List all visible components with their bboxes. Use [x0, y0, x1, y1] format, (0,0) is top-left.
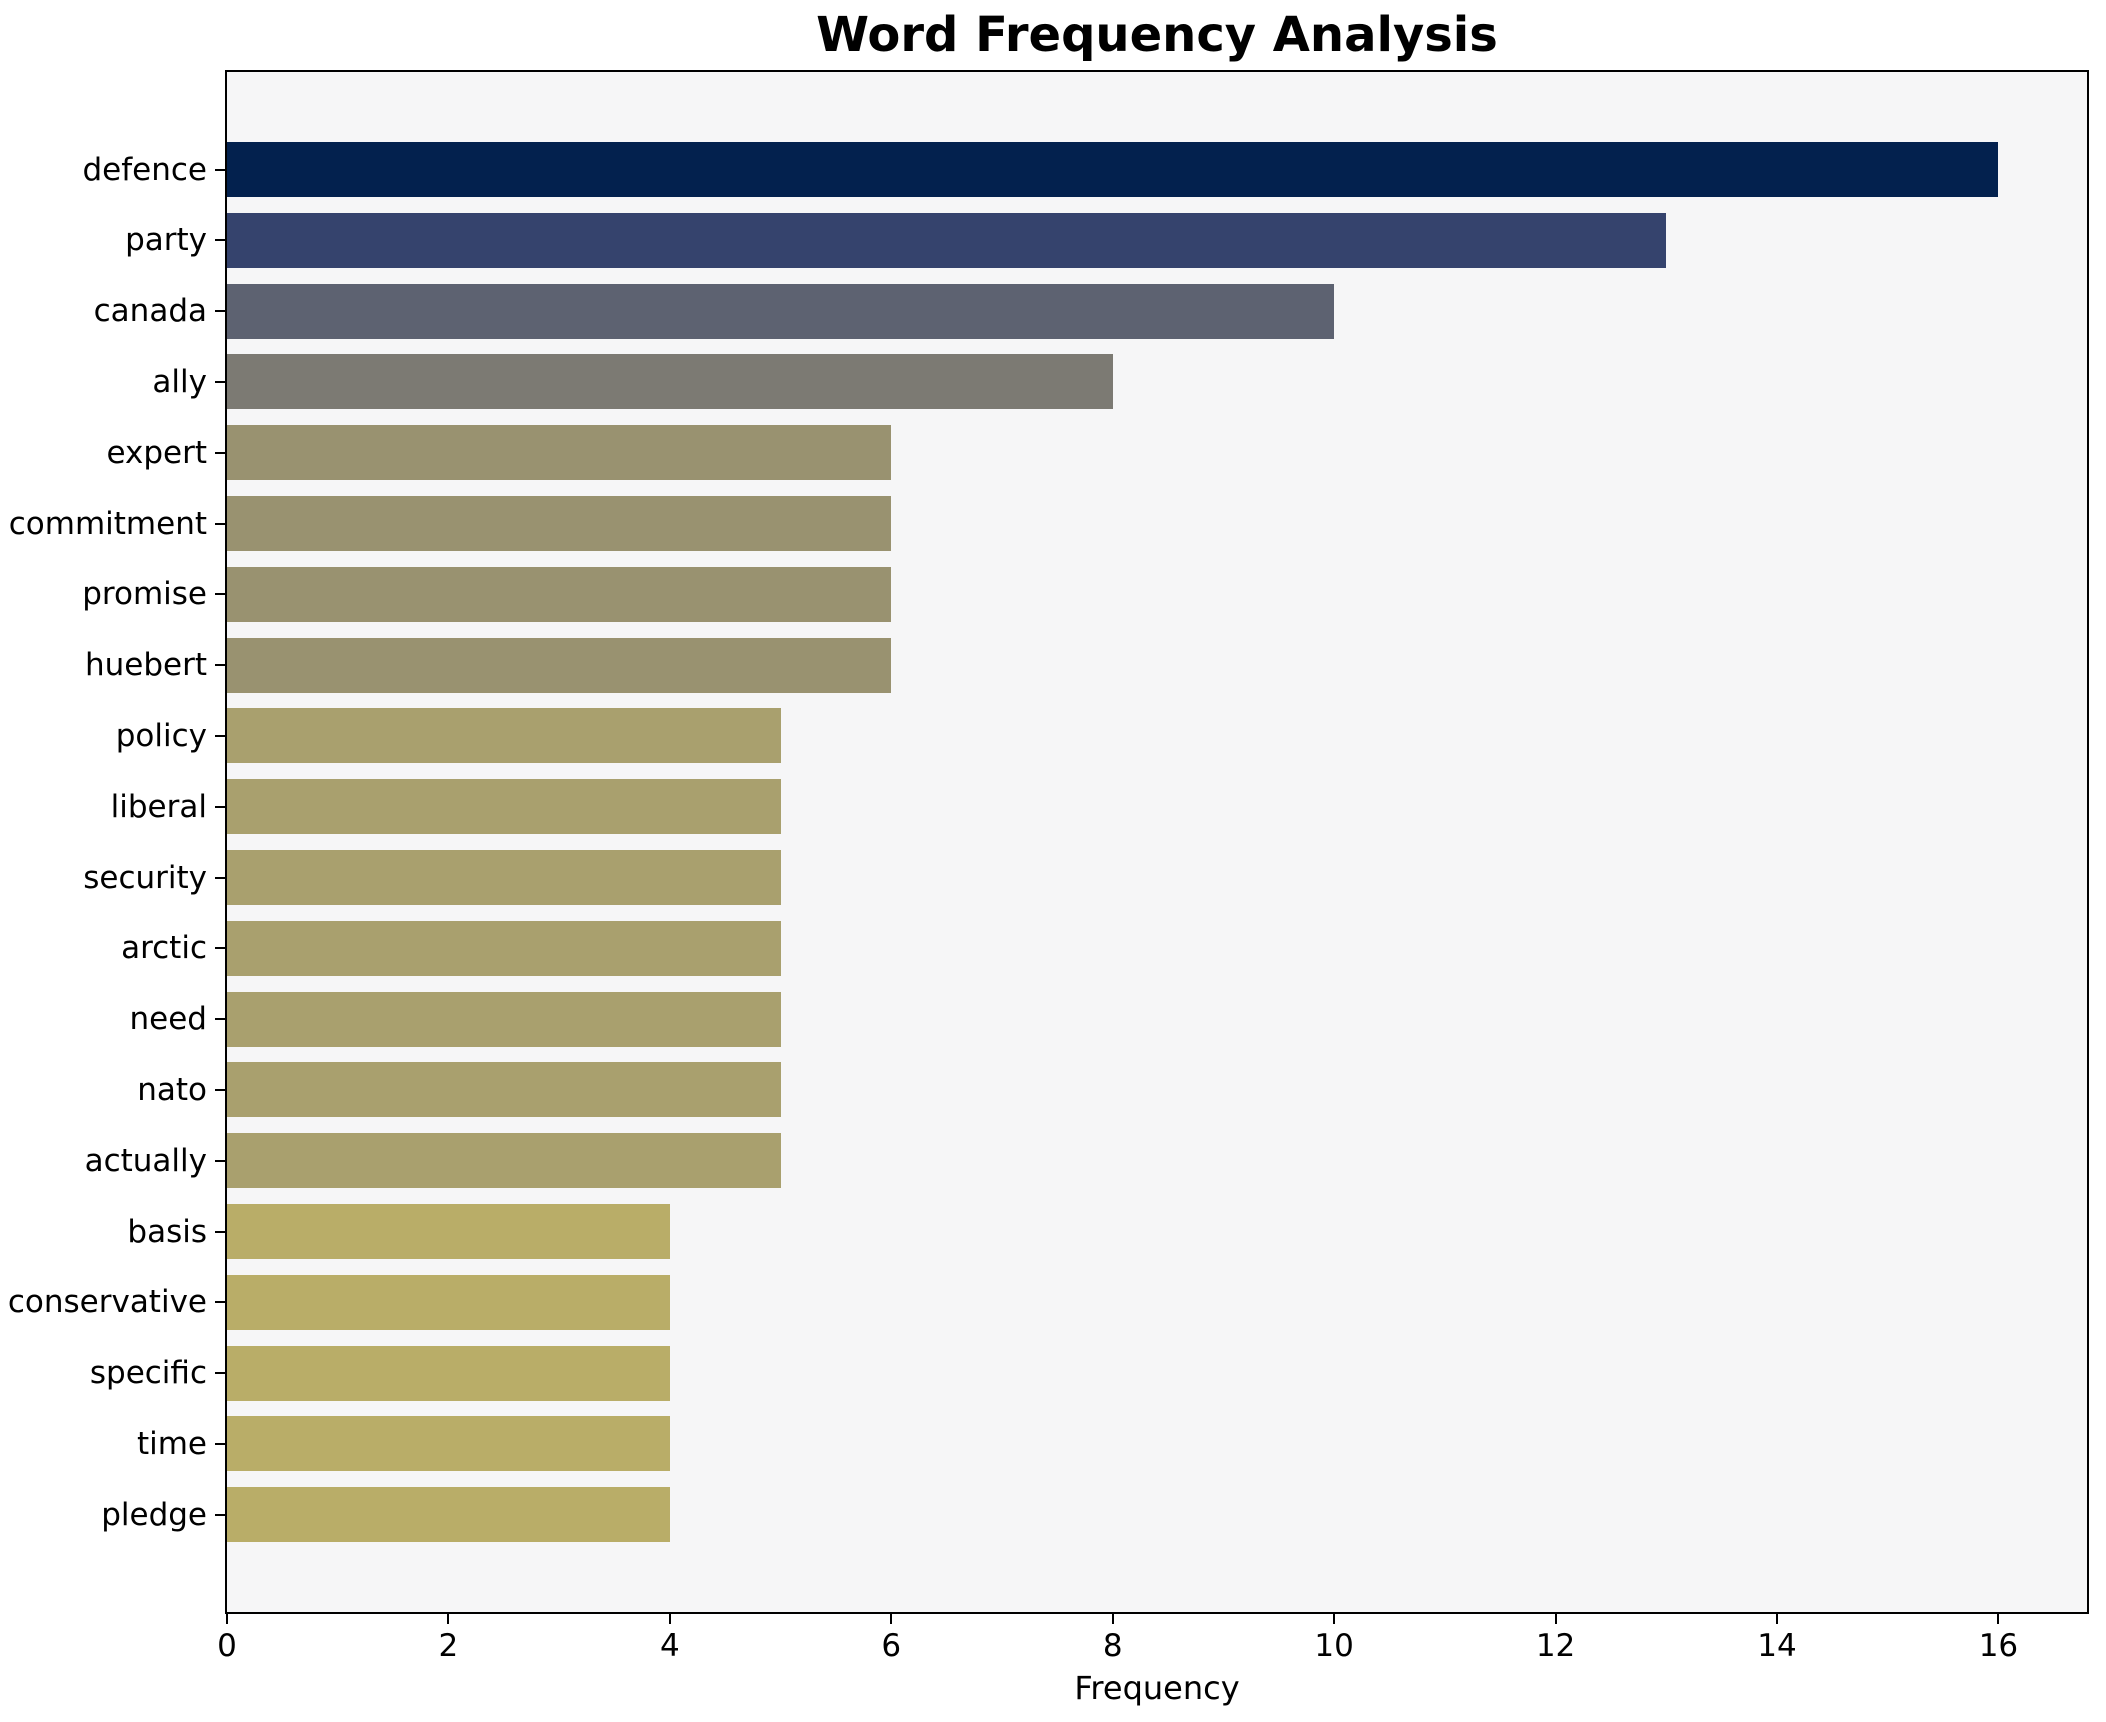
x-tick-mark — [1111, 1614, 1114, 1624]
bar-security — [227, 850, 781, 905]
y-tick-label-party: party — [125, 222, 207, 259]
y-tick-label-ally: ally — [152, 363, 207, 400]
x-tick-mark — [447, 1614, 450, 1624]
y-tick-mark — [215, 168, 225, 171]
bar-specific — [227, 1345, 670, 1401]
bar-nato — [227, 1062, 781, 1118]
y-tick-mark — [215, 947, 225, 950]
plot-area — [225, 70, 2089, 1614]
y-tick-mark — [215, 593, 225, 596]
bar-expert — [227, 425, 892, 481]
y-tick-mark — [215, 734, 225, 737]
y-tick-label-time: time — [136, 1425, 207, 1462]
y-tick-mark — [215, 522, 225, 525]
y-tick-mark — [215, 1159, 225, 1162]
y-tick-mark — [215, 1442, 225, 1445]
y-tick-label-huebert: huebert — [84, 647, 207, 684]
y-tick-label-defence: defence — [82, 151, 208, 188]
x-tick-label-10: 10 — [1314, 1628, 1354, 1664]
y-tick-label-arctic: arctic — [121, 930, 207, 967]
bar-promise — [227, 566, 892, 622]
y-tick-label-promise: promise — [82, 576, 207, 613]
y-tick-label-policy: policy — [115, 717, 207, 754]
bar-party — [227, 212, 1667, 268]
y-tick-mark — [215, 876, 225, 879]
y-tick-label-commitment: commitment — [8, 505, 207, 542]
y-tick-mark — [215, 310, 225, 313]
bar-actually — [227, 1133, 781, 1189]
bar-pledge — [227, 1487, 670, 1543]
x-tick-mark — [1554, 1614, 1557, 1624]
y-tick-mark — [215, 1513, 225, 1516]
bar-canada — [227, 283, 1335, 339]
x-tick-label-2: 2 — [438, 1628, 459, 1664]
x-axis-label: Frequency — [1074, 1669, 1240, 1707]
chart-title: Word Frequency Analysis — [816, 7, 1498, 63]
x-tick-label-12: 12 — [1535, 1628, 1576, 1664]
y-tick-mark — [215, 1301, 225, 1304]
x-tick-label-6: 6 — [881, 1628, 902, 1664]
bar-time — [227, 1416, 670, 1472]
x-tick-label-0: 0 — [217, 1628, 237, 1664]
y-tick-label-security: security — [83, 859, 207, 896]
y-tick-label-nato: nato — [137, 1071, 207, 1108]
y-tick-mark — [215, 239, 225, 242]
y-tick-label-basis: basis — [127, 1213, 207, 1250]
bar-conservative — [227, 1274, 670, 1330]
bar-arctic — [227, 920, 781, 976]
bar-need — [227, 991, 781, 1047]
x-tick-mark — [1333, 1614, 1336, 1624]
y-tick-label-liberal: liberal — [110, 788, 207, 825]
y-tick-label-actually: actually — [84, 1142, 207, 1179]
x-tick-mark — [890, 1614, 893, 1624]
x-tick-label-4: 4 — [659, 1628, 680, 1664]
bar-policy — [227, 708, 781, 764]
x-tick-mark — [1776, 1614, 1778, 1624]
bar-commitment — [227, 496, 892, 551]
y-tick-mark — [215, 1230, 225, 1233]
y-tick-label-specific: specific — [89, 1355, 207, 1392]
bar-basis — [227, 1204, 670, 1259]
y-tick-mark — [215, 1018, 225, 1021]
bar-defence — [227, 142, 1999, 197]
y-tick-label-need: need — [129, 1001, 207, 1038]
y-tick-label-expert: expert — [106, 434, 207, 471]
y-tick-mark — [215, 1372, 225, 1375]
x-tick-label-16: 16 — [1978, 1628, 2019, 1664]
y-tick-label-conservative: conservative — [7, 1284, 207, 1321]
bar-liberal — [227, 779, 781, 835]
y-tick-mark — [215, 1088, 225, 1091]
y-tick-mark — [215, 451, 225, 454]
y-tick-mark — [215, 805, 225, 808]
x-tick-mark — [668, 1614, 671, 1624]
bar-huebert — [227, 637, 892, 693]
y-tick-label-canada: canada — [93, 293, 207, 330]
bar-ally — [227, 354, 1113, 410]
x-tick-label-8: 8 — [1102, 1628, 1123, 1664]
x-tick-mark — [226, 1614, 228, 1624]
y-tick-mark — [215, 664, 225, 667]
x-tick-label-14: 14 — [1757, 1628, 1797, 1664]
y-tick-label-pledge: pledge — [101, 1496, 207, 1533]
y-tick-mark — [215, 380, 225, 383]
x-tick-mark — [1997, 1614, 2000, 1624]
